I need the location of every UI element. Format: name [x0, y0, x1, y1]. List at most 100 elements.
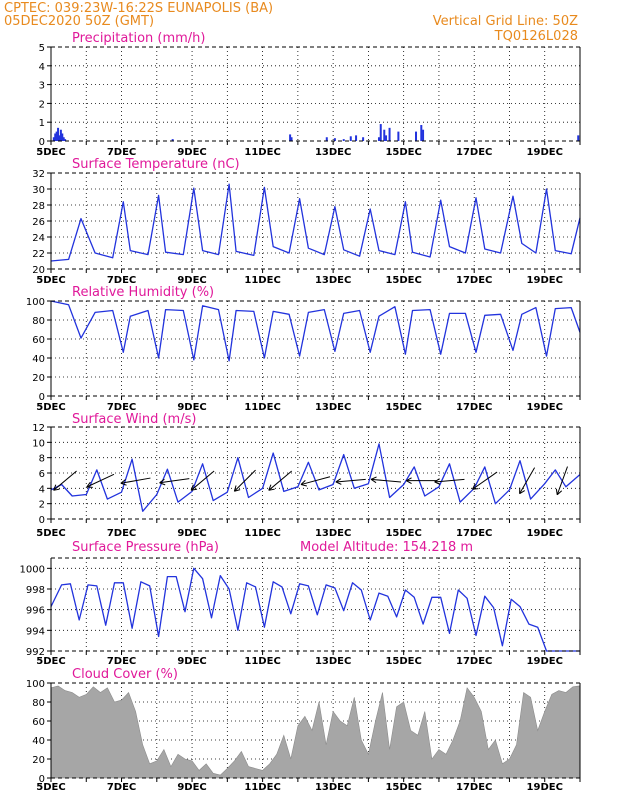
x-tick-label: 7DEC: [107, 275, 136, 286]
y-tick-label: 32: [32, 169, 45, 180]
y-tick-label: 5: [39, 43, 45, 54]
x-tick-label: 13DEC: [315, 528, 351, 539]
y-tick-label: 40: [32, 354, 45, 365]
precip-bar: [171, 139, 174, 141]
precip-bar: [64, 139, 67, 141]
x-tick-label: 13DEC: [315, 147, 351, 158]
wind-arrow: [370, 476, 402, 484]
y-tick-label: 996: [26, 606, 45, 617]
x-tick-label: 5DEC: [36, 402, 65, 413]
pressure-panel: 992 994 996 998 1000 5DEC 7DEC 9DEC 11DEC 13DEC 15…: [20, 540, 581, 667]
y-tick-label: 26: [32, 217, 45, 228]
y-tick-label: 3: [39, 81, 45, 92]
wind-arrow: [190, 470, 215, 491]
x-tick-label: 7DEC: [107, 528, 136, 539]
x-tick-label: 17DEC: [456, 782, 492, 793]
x-tick-label: 19DEC: [527, 528, 563, 539]
precip-bar: [54, 133, 57, 141]
x-tick-label: 9DEC: [177, 275, 206, 286]
x-tick-label: 17DEC: [456, 528, 492, 539]
precip-bar: [58, 135, 61, 141]
x-tick-label: 15DEC: [385, 782, 421, 793]
x-tick-label: 17DEC: [456, 275, 492, 286]
rh-series-line: [50, 300, 581, 362]
wind-arrow: [86, 473, 115, 488]
x-tick-label: 19DEC: [527, 656, 563, 667]
pressure-series-line: [50, 567, 580, 652]
y-tick-label: 80: [32, 698, 45, 709]
x-tick-label: 19DEC: [527, 782, 563, 793]
precip-bar: [325, 137, 328, 141]
y-tick-label: 60: [32, 717, 45, 728]
y-tick-label: 24: [32, 233, 45, 244]
x-tick-label: 7DEC: [107, 782, 136, 793]
precip-bar: [362, 137, 365, 141]
rh-panel: 0 20 40 60 80 100 5DEC 7DEC 9DEC 11DEC 13DEC 15DEC 1…: [26, 285, 581, 413]
precip-bar: [52, 137, 55, 141]
header: CPTEC: 039:23W-16:22S EUNAPOLIS (BA) 05D…: [4, 1, 578, 44]
x-tick-label: 11DEC: [244, 147, 280, 158]
x-tick-label: 17DEC: [456, 402, 492, 413]
wind-arrow: [300, 476, 331, 487]
x-tick-label: 9DEC: [177, 782, 206, 793]
wind-arrow: [268, 470, 293, 491]
precip-bar: [57, 127, 60, 141]
x-tick-label: 5DEC: [36, 528, 65, 539]
x-tick-label: 7DEC: [107, 147, 136, 158]
precip-bar: [349, 136, 352, 141]
x-tick-label: 5DEC: [36, 782, 65, 793]
precip-bar: [415, 131, 418, 141]
precip-bar: [333, 138, 336, 141]
temp-series-line: [50, 183, 581, 262]
x-tick-label: 7DEC: [107, 656, 136, 667]
x-tick-label: 11DEC: [244, 656, 280, 667]
wind-arrow: [555, 466, 568, 496]
x-tick-label: 15DEC: [385, 402, 421, 413]
y-tick-label: 0: [39, 515, 45, 526]
x-tick-label: 15DEC: [385, 147, 421, 158]
y-tick-label: 80: [32, 316, 45, 327]
x-tick-label: 5DEC: [36, 275, 65, 286]
y-tick-label: 20: [32, 265, 45, 276]
precip-bar: [379, 124, 382, 141]
x-tick-label: 11DEC: [244, 275, 280, 286]
x-tick-label: 17DEC: [456, 656, 492, 667]
header-station: CPTEC: 039:23W-16:22S EUNAPOLIS (BA): [4, 1, 273, 16]
y-tick-label: 6: [39, 469, 45, 480]
precip-title: Precipitation (mm/h): [72, 31, 205, 46]
x-tick-label: 9DEC: [177, 147, 206, 158]
precip-bar: [577, 135, 580, 141]
x-tick-label: 15DEC: [385, 656, 421, 667]
precip-bar: [397, 131, 400, 141]
precip-panel: 0 1 2 3 4 5 5DEC 7DEC 9DEC 11DEC 13DEC 15DEC 17DEC 19…: [36, 31, 581, 158]
pressure-title: Surface Pressure (hPa): [72, 540, 219, 555]
pressure-annotation: Model Altitude: 154.218 m: [300, 540, 473, 555]
header-run-time: 05DEC2020 50Z (GMT): [4, 14, 154, 29]
precip-bar: [55, 131, 58, 141]
y-tick-label: 992: [26, 647, 45, 658]
y-tick-label: 0: [39, 392, 45, 403]
header-model-id: TQ0126L028: [494, 29, 578, 44]
x-tick-label: 9DEC: [177, 656, 206, 667]
wind-arrow: [472, 471, 498, 490]
y-tick-label: 4: [39, 62, 45, 73]
precip-bar: [388, 127, 391, 141]
precip-bar: [62, 137, 65, 141]
precip-bar: [289, 134, 292, 141]
wind-arrow: [519, 467, 536, 495]
precip-bar: [290, 137, 293, 141]
x-tick-label: 5DEC: [36, 656, 65, 667]
precip-bar: [377, 137, 380, 141]
y-tick-label: 100: [26, 297, 45, 308]
y-tick-label: 2: [39, 500, 45, 511]
temp-panel: 20 22 24 26 28 30 32 5DEC 7DEC 9DEC 11DEC 13DEC 15DE…: [32, 157, 581, 286]
x-tick-label: 13DEC: [315, 656, 351, 667]
wind-arrow: [406, 477, 437, 484]
rh-title: Relative Humidity (%): [72, 285, 214, 300]
wind-panel: 0 2 4 6 8 10 12 5DEC 7DEC 9DEC 11DEC 13DEC 15DEC 17DE…: [32, 412, 581, 539]
x-tick-label: 19DEC: [527, 147, 563, 158]
y-tick-label: 100: [26, 679, 45, 690]
wind-arrow: [335, 478, 366, 485]
y-tick-label: 998: [26, 585, 45, 596]
